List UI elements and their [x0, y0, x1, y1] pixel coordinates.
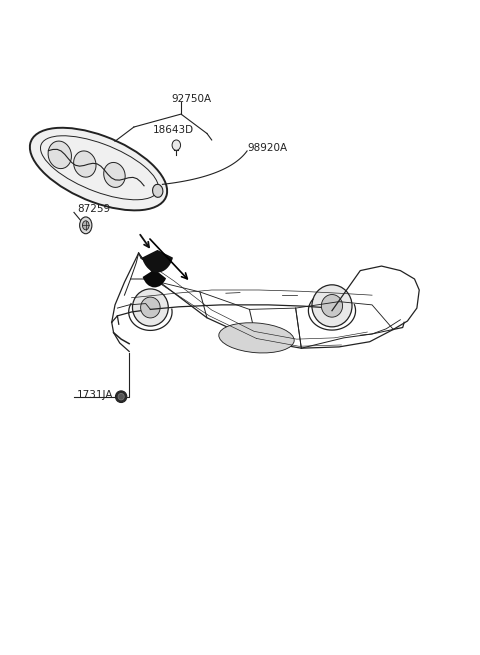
Wedge shape	[142, 250, 173, 272]
Ellipse shape	[104, 162, 125, 187]
Ellipse shape	[141, 297, 160, 318]
Circle shape	[80, 217, 92, 234]
Text: 1731JA: 1731JA	[77, 390, 114, 400]
Ellipse shape	[153, 184, 163, 197]
Ellipse shape	[322, 295, 343, 317]
Ellipse shape	[172, 140, 180, 150]
Ellipse shape	[48, 141, 72, 168]
Ellipse shape	[118, 394, 124, 400]
Ellipse shape	[219, 323, 294, 353]
Text: 92750A: 92750A	[172, 94, 212, 104]
Ellipse shape	[73, 151, 96, 177]
Text: 98920A: 98920A	[247, 143, 287, 153]
FancyArrowPatch shape	[150, 239, 187, 279]
FancyArrowPatch shape	[140, 234, 149, 248]
Ellipse shape	[132, 289, 168, 326]
Ellipse shape	[312, 285, 352, 327]
Text: 87259: 87259	[77, 204, 110, 214]
Wedge shape	[143, 269, 166, 288]
Ellipse shape	[116, 391, 127, 403]
Text: 18643D: 18643D	[153, 125, 194, 136]
Ellipse shape	[30, 128, 167, 210]
Circle shape	[83, 221, 89, 230]
